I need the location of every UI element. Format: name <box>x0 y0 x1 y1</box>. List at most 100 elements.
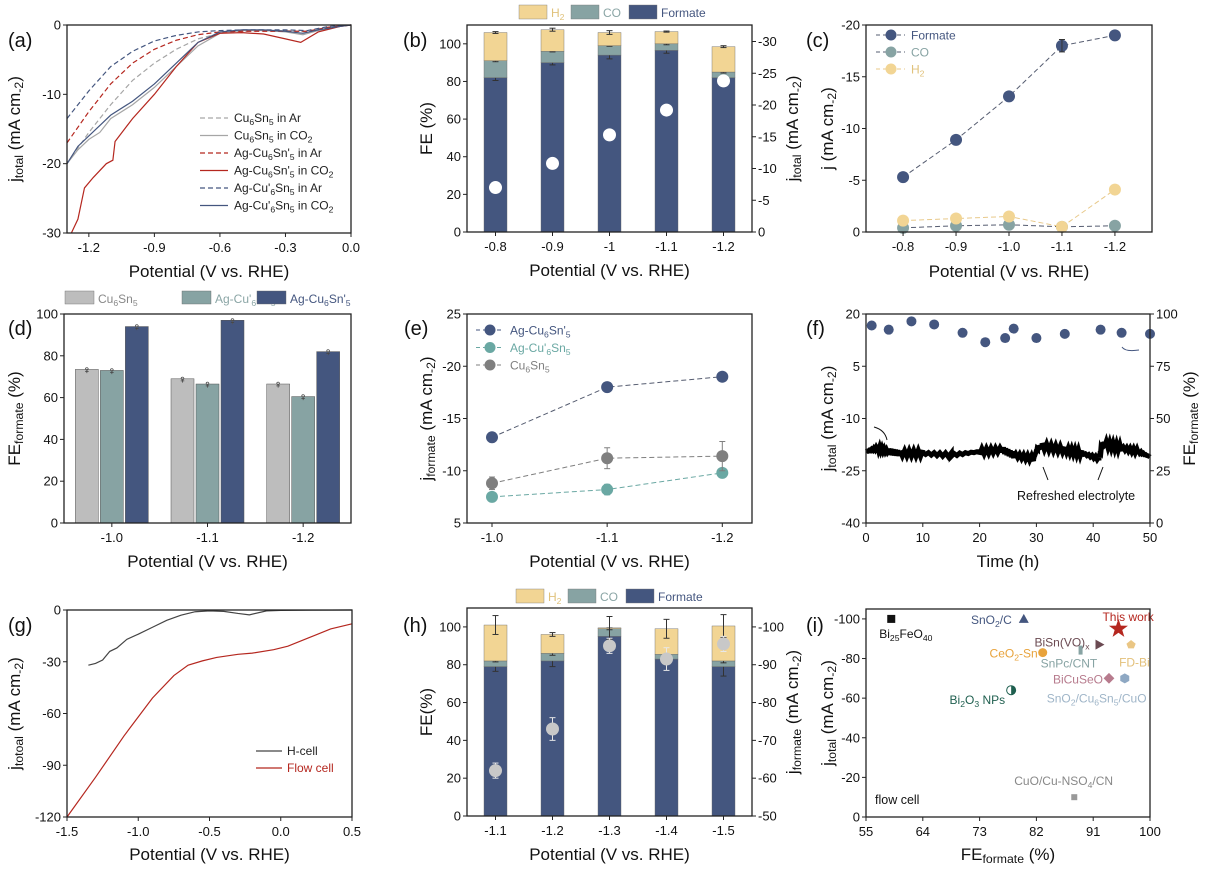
current-point <box>660 652 673 666</box>
y-axis-label: FE (%) <box>417 102 436 155</box>
fe-point <box>929 319 940 330</box>
annotation-text: flow cell <box>875 793 919 807</box>
square-marker-icon <box>887 614 896 623</box>
y-tick-label: -10 <box>841 411 860 426</box>
plot-frame <box>66 24 352 234</box>
point-label: BiSn(VO)x <box>1035 636 1091 652</box>
x-tick-label: -1.4 <box>655 823 677 838</box>
point-label: This work <box>1102 610 1154 624</box>
y-tick-label: -20 <box>42 156 61 171</box>
data-point <box>1055 220 1068 233</box>
x-tick-label: -1.1 <box>655 239 677 254</box>
y-axis-label: FE(%) <box>417 688 436 736</box>
y2-tick-label: -25 <box>758 66 777 81</box>
triangle-marker-icon <box>1018 613 1029 623</box>
x-tick-label: 55 <box>859 824 873 839</box>
y-tick-label: -20 <box>442 359 461 374</box>
bar <box>125 326 149 524</box>
y-axis-label: jtotal (mA cm-2) <box>818 660 839 767</box>
x-tick-label: -1.2 <box>712 239 734 254</box>
y2-tick-label: 100 <box>1156 307 1178 322</box>
x-tick-label: -1.0 <box>481 530 503 545</box>
x-tick-label: -1.3 <box>598 823 620 838</box>
bar <box>170 378 195 524</box>
panel-label: (c) <box>806 30 829 52</box>
x-axis-label: Potential (V vs. RHE) <box>529 552 690 571</box>
half-circle-fill <box>1011 685 1016 695</box>
legend-swatch <box>567 588 597 604</box>
y-tick-label: 25 <box>447 307 461 322</box>
legend-marker <box>484 359 496 371</box>
bar-h2 <box>654 31 679 45</box>
x-tick-label: -1.2 <box>711 530 733 545</box>
x-tick-label: 50 <box>1143 530 1157 545</box>
y-tick-label: 100 <box>36 307 58 322</box>
y-tick-label: -120 <box>35 810 61 825</box>
panel-i: Bi25FeO40 SnO2/C This work BiSn(VO)x FD-Bi Ce… <box>806 608 1161 866</box>
legend-swatch <box>256 290 287 305</box>
plot-frame <box>865 24 1153 233</box>
x-tick-label: -0.5 <box>198 824 220 839</box>
current-point <box>717 74 730 88</box>
y-tick-label: 40 <box>447 733 461 748</box>
y-tick-label: -60 <box>42 706 61 721</box>
x-tick-label: -1.2 <box>78 240 100 255</box>
fe-point <box>866 320 877 331</box>
y-tick-label: -100 <box>834 611 860 626</box>
y2-tick-label: -80 <box>758 695 777 710</box>
bar-co <box>540 51 565 63</box>
panel-label: (f) <box>806 318 825 340</box>
y-tick-label: 5 <box>853 359 860 374</box>
panel-label: (h) <box>403 615 427 637</box>
x-tick-label: 100 <box>1139 824 1161 839</box>
y2-tick-label: -90 <box>758 657 777 672</box>
y-tick-label: -15 <box>841 69 860 84</box>
x-axis-label: Potential (V vs. RHE) <box>929 262 1090 281</box>
legend-label: Formate <box>911 29 956 43</box>
legend-label: Cu6Sn5 in CO2 <box>234 129 313 145</box>
y-tick-label: 0 <box>853 225 860 240</box>
y2-tick-label: 50 <box>1156 411 1170 426</box>
bar-h2 <box>483 32 508 61</box>
arrow-icon <box>1097 466 1104 481</box>
y-axis-label: jtotal (mA cm-2) <box>818 366 839 473</box>
bar-formate <box>654 658 679 817</box>
current-point <box>603 128 616 142</box>
legend-label: Ag-Cu6Sn'5 <box>290 292 351 308</box>
legend-swatch <box>628 4 658 20</box>
y2-tick-label: -100 <box>758 619 784 634</box>
y-axis-label: jtotal (mA cm-2) <box>5 76 26 183</box>
data-point <box>1108 183 1121 196</box>
data-point <box>1108 29 1121 42</box>
triangle-right-marker-icon <box>1095 639 1105 650</box>
panel-g: 0 -30 -60 -90 -120-1.5 -1.0 -0.5 0.0 0.5 Potentia… <box>5 603 361 865</box>
error-marker: ♀ <box>83 364 91 376</box>
y-tick-label: -25 <box>841 463 860 478</box>
y2-tick-label: -10 <box>758 161 777 176</box>
legend-label: Ag-Cu6Sn'5 <box>510 324 571 340</box>
x-tick-label: -0.6 <box>209 240 231 255</box>
x-axis-label: Potential (V vs. RHE) <box>127 552 288 571</box>
fe-point <box>1095 324 1106 335</box>
legend-label: Cu6Sn5 <box>510 359 550 375</box>
y-tick-label: -30 <box>42 226 61 241</box>
y-tick-label: 20 <box>447 771 461 786</box>
bar-marker-icon <box>1078 645 1083 655</box>
data-point <box>486 477 498 490</box>
bar <box>316 351 340 524</box>
error-marker: ♀ <box>203 379 211 391</box>
y-tick-label: 20 <box>44 474 58 489</box>
x-tick-label: -1.0 <box>101 530 123 545</box>
series-line <box>88 609 353 666</box>
legend-swatch <box>515 588 545 604</box>
panel-label: (a) <box>8 30 32 52</box>
series-line <box>66 623 353 818</box>
y-tick-label: 0 <box>54 603 61 618</box>
y2-tick-label: 25 <box>1156 463 1170 478</box>
x-axis-label: Time (h) <box>977 552 1040 571</box>
point-label: SnO2/C <box>971 613 1012 629</box>
data-point <box>950 133 963 146</box>
legend-label: H2 <box>911 63 925 79</box>
y-tick-label: 20 <box>846 307 860 322</box>
